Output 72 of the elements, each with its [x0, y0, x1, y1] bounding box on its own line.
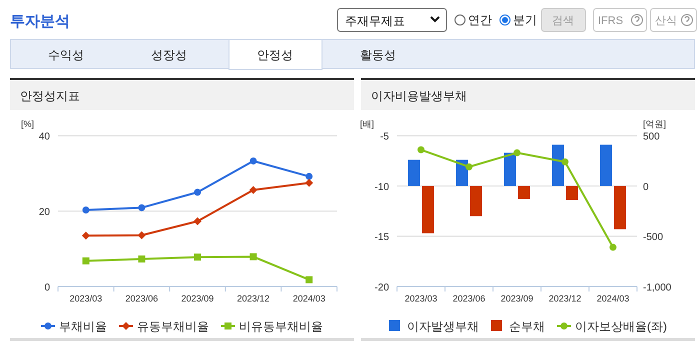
text: 수익성 — [48, 48, 84, 62]
bar — [566, 186, 578, 200]
point — [82, 206, 90, 214]
point — [194, 217, 202, 226]
bar — [470, 186, 482, 216]
bar — [422, 186, 434, 234]
y-tick-label: 40 — [38, 132, 50, 143]
text: 분기 — [513, 13, 537, 27]
x-tick-label: 2023/06 — [452, 294, 486, 304]
y-tick-label: -10 — [374, 182, 390, 193]
y2-tick-label: 0 — [643, 182, 649, 193]
bar — [408, 160, 420, 186]
y-tick-label: 20 — [38, 207, 50, 218]
x-tick-label: 2024/03 — [596, 294, 630, 304]
point — [306, 276, 313, 284]
point — [418, 146, 424, 154]
bar — [552, 144, 564, 186]
point — [138, 204, 146, 212]
x-tick-label: 2023/06 — [125, 294, 158, 304]
y2-tick-label: -500 — [643, 232, 664, 244]
text: 활동성 — [360, 48, 396, 62]
legend-label: 순부채 — [509, 320, 545, 334]
x-tick-label: 2023/03 — [404, 294, 438, 304]
legend-label: 비유동부채비율 — [239, 320, 323, 334]
point — [250, 157, 257, 164]
x-tick-label: 2023/03 — [70, 294, 102, 304]
y2-axis-title: [억원] — [643, 119, 666, 129]
legend-label: 유동부채비율 — [137, 320, 209, 334]
y-tick-label: -20 — [374, 282, 390, 294]
point — [82, 257, 90, 264]
point — [138, 255, 146, 262]
point — [514, 149, 520, 156]
point — [82, 232, 90, 240]
legend-label: 부채비율 — [59, 320, 107, 334]
y-axis-title: [%] — [21, 119, 34, 129]
x-tick-label: 2023/12 — [237, 294, 270, 304]
legend-label: 이자보상배율(좌) — [575, 320, 667, 334]
point — [610, 244, 616, 251]
text: IFRS — [598, 15, 624, 27]
text: 안정성 — [257, 48, 293, 62]
y2-tick-label: -1,000 — [643, 282, 672, 294]
point — [138, 231, 146, 240]
bar — [518, 186, 530, 200]
y-axis-title: [배] — [360, 119, 374, 129]
y2-tick-label: 500 — [643, 132, 660, 143]
text: 주재무제표 — [345, 14, 405, 28]
point — [306, 172, 313, 180]
text: 성장성 — [151, 48, 187, 62]
legend-label: 이자발생부채 — [407, 320, 479, 334]
bar — [504, 152, 516, 186]
x-tick-label: 2023/09 — [181, 294, 214, 304]
point — [249, 186, 258, 194]
y-tick-label: 0 — [44, 282, 50, 294]
bar — [614, 186, 626, 230]
x-tick-label: 2024/03 — [292, 294, 326, 304]
point — [194, 254, 201, 261]
point — [250, 253, 257, 260]
chart-title: 이자비용발생부채 — [371, 89, 467, 103]
text: 연간 — [468, 13, 492, 27]
bar — [600, 144, 612, 186]
point — [562, 158, 568, 166]
text: 산식 — [655, 15, 677, 27]
point — [194, 188, 201, 196]
text: 투자분석 — [10, 13, 70, 30]
point — [305, 178, 314, 187]
point — [466, 163, 472, 170]
x-tick-label: 2023/12 — [548, 294, 582, 304]
y-tick-label: -15 — [374, 232, 390, 244]
y-tick-label: -5 — [380, 132, 390, 143]
chart-title: 안정성지표 — [20, 89, 80, 103]
x-tick-label: 2023/09 — [500, 294, 534, 304]
text: 검색 — [552, 15, 574, 27]
